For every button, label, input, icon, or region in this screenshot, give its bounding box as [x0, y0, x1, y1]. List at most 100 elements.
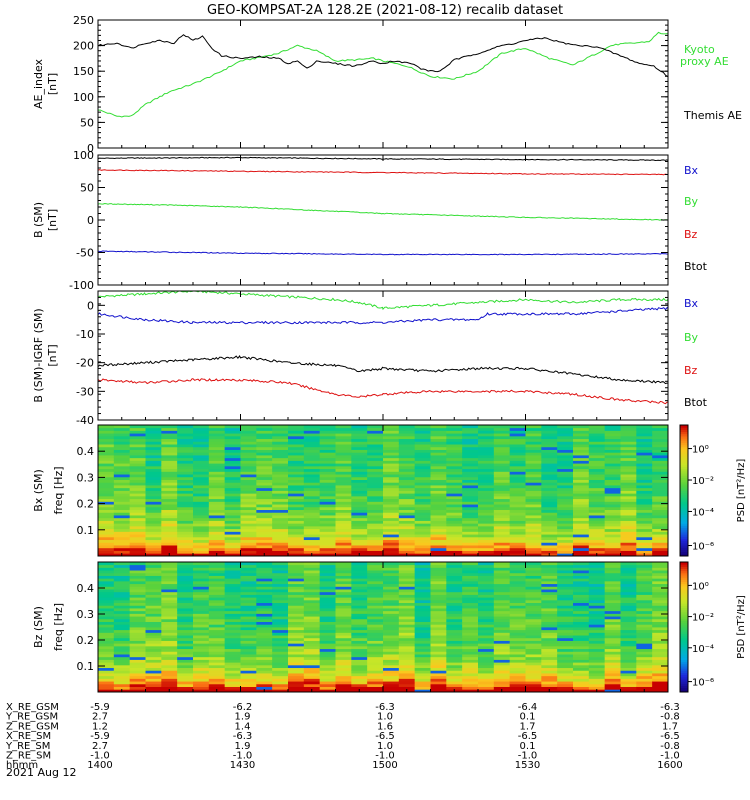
heatmap-cell [224, 449, 241, 453]
heatmap-cell [208, 547, 226, 551]
heatmap-cell [525, 539, 542, 543]
heatmap-cell [113, 637, 131, 641]
heatmap-cell [652, 580, 669, 585]
heatmap-cell [652, 441, 669, 445]
heatmap-cell [446, 446, 463, 450]
heatmap-cell [145, 673, 162, 677]
heatmap-cell [367, 465, 384, 470]
heatmap-cell [335, 562, 352, 566]
heatmap-cell [446, 599, 463, 604]
heatmap-cell [177, 495, 194, 500]
heatmap-cell [525, 648, 542, 652]
heatmap-cell [493, 648, 511, 652]
heatmap-cell [288, 635, 305, 639]
heatmap-cell [335, 645, 352, 650]
heatmap-cell [588, 651, 606, 655]
heatmap-cell [240, 504, 257, 508]
heatmap-cell [288, 539, 305, 543]
heatmap-cell [272, 441, 289, 445]
heatmap-cell [430, 444, 447, 448]
heatmap-cell [351, 427, 368, 431]
heatmap-cell [509, 463, 526, 467]
heatmap-cell [288, 618, 305, 622]
heatmap-cell [414, 673, 431, 677]
heatmap-cell [224, 479, 241, 483]
heatmap-cell [636, 444, 653, 448]
heatmap-cell [208, 662, 226, 666]
heatmap-cell [588, 564, 606, 568]
heatmap-cell [509, 493, 526, 497]
heatmap-cell [509, 539, 526, 543]
heatmap-cell [604, 449, 621, 453]
heatmap-cell [256, 525, 273, 530]
heatmap-cell [525, 632, 542, 636]
heatmap-cell [414, 531, 431, 535]
heatmap-cell [652, 651, 669, 655]
heatmap-cell [288, 487, 305, 491]
heatmap-cell [414, 474, 431, 478]
heatmap-cell [398, 664, 416, 669]
heatmap-cell [177, 599, 194, 604]
heatmap-cell [383, 664, 400, 669]
heatmap-cell [303, 468, 321, 472]
colorbar-cell [680, 435, 688, 439]
colorbar-cell [680, 440, 688, 443]
heatmap-cell [224, 452, 241, 456]
heatmap-cell [129, 487, 146, 491]
heatmap-cell [573, 670, 590, 674]
heatmap-cell [224, 482, 241, 486]
heatmap-cell [414, 632, 431, 636]
heatmap-cell [557, 621, 574, 625]
heatmap-cell [335, 523, 352, 527]
heatmap-cell [414, 575, 431, 579]
heatmap-cell [288, 629, 305, 633]
heatmap-cell [383, 449, 400, 453]
heatmap-cell [430, 670, 447, 674]
heatmap-cell [303, 580, 321, 585]
heatmap-cell [478, 651, 495, 655]
ephemeris-value: -6.3 [660, 702, 680, 713]
heatmap-cell [256, 493, 273, 497]
heatmap-cell [351, 430, 368, 434]
heatmap-cell [161, 506, 178, 511]
heatmap-cell [193, 523, 210, 527]
heatmap-cell [604, 498, 621, 502]
heatmap-cell [113, 528, 131, 532]
heatmap-cell [573, 430, 590, 434]
heatmap-cell [604, 602, 621, 606]
heatmap-cell [303, 504, 321, 508]
heatmap-cell [652, 550, 669, 554]
heatmap-cell [319, 613, 336, 617]
heatmap-cell [541, 433, 558, 437]
heatmap-cell [224, 567, 241, 571]
heatmap-cell [509, 425, 526, 429]
heatmap-cell [636, 446, 653, 450]
colorbar-tick-label: 10⁰ [692, 581, 709, 592]
heatmap-cell [113, 686, 131, 690]
heatmap-cell [383, 441, 400, 445]
heatmap-cell [240, 550, 257, 554]
heatmap-cell [303, 610, 321, 614]
heatmap-cell [193, 509, 210, 513]
heatmap-cell [462, 610, 479, 614]
heatmap-cell [398, 602, 416, 606]
heatmap-cell [319, 498, 336, 502]
colorbar-cell [680, 562, 688, 565]
heatmap-cell [113, 490, 131, 494]
heatmap-cell [319, 643, 336, 647]
heatmap-cell [288, 624, 305, 628]
heatmap-cell [620, 553, 637, 557]
heatmap-cell [573, 586, 590, 590]
heatmap-cell [129, 632, 146, 636]
heatmap-cell [383, 567, 400, 571]
heatmap-cell [604, 465, 621, 470]
heatmap-cell [414, 534, 431, 538]
heatmap-cell [129, 648, 146, 652]
heatmap-cell [161, 567, 178, 571]
heatmap-cell [636, 599, 653, 604]
heatmap-cell [335, 536, 352, 541]
heatmap-cell [335, 482, 352, 486]
heatmap-cell [509, 545, 526, 549]
heatmap-cell [113, 605, 131, 609]
heatmap-cell [288, 525, 305, 530]
